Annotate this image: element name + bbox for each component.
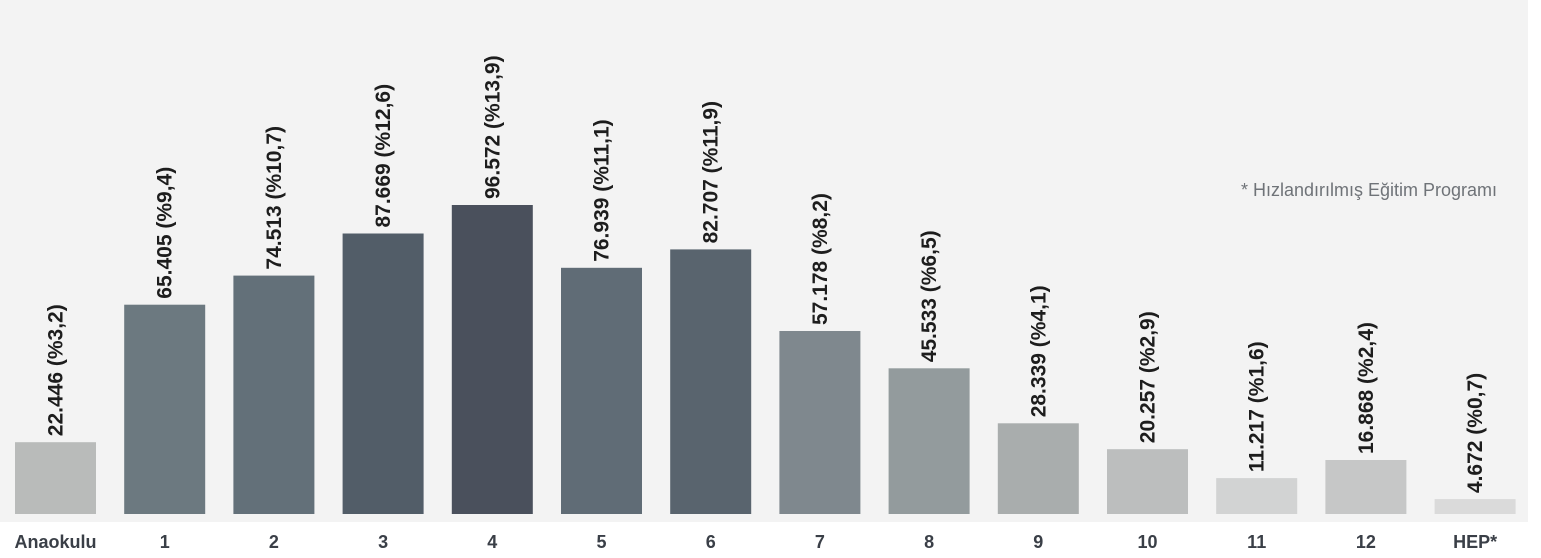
category-labels-group: Anaokulu 1 2 3 4 5 6 7 8 9 10 11 12 HEP*	[14, 532, 1497, 552]
bar-6	[561, 267, 642, 514]
category-label-2: 1	[160, 532, 170, 552]
category-label-7: 6	[706, 532, 716, 552]
category-label-3: 2	[269, 532, 279, 552]
bar-13	[1325, 460, 1407, 514]
data-label-11: 20.257 (%2,9)	[1137, 311, 1160, 443]
bar-9	[888, 368, 970, 514]
category-label-10: 9	[1033, 532, 1043, 552]
category-label-13: 12	[1356, 532, 1376, 552]
bar-4	[342, 233, 424, 514]
bar-11	[1107, 449, 1188, 514]
data-label-5: 96.572 (%13,9)	[481, 55, 504, 199]
footnote-annotation: * Hızlandırılmış Eğitim Programı	[1241, 180, 1497, 200]
category-label-1: Anaokulu	[14, 532, 96, 552]
data-label-9: 45.533 (%6,5)	[918, 230, 941, 362]
bar-7	[670, 249, 752, 514]
data-label-7: 82.707 (%11,9)	[700, 101, 723, 243]
bars-group	[15, 205, 1516, 514]
bar-12	[1216, 478, 1298, 514]
bar-10	[997, 423, 1079, 514]
bar-3	[233, 275, 315, 514]
bar-1	[15, 442, 96, 514]
category-label-4: 3	[378, 532, 388, 552]
data-label-2: 65.405 (%9,4)	[154, 167, 177, 299]
data-label-13: 16.868 (%2,4)	[1355, 322, 1378, 454]
data-label-1: 22.446 (%3,2)	[45, 304, 68, 436]
bar-5	[451, 205, 533, 514]
bar-8	[779, 331, 861, 514]
category-label-6: 5	[596, 532, 606, 552]
data-label-6: 76.939 (%11,1)	[591, 119, 614, 261]
data-label-12: 11.217 (%1,6)	[1246, 341, 1269, 472]
category-label-9: 8	[924, 532, 934, 552]
category-label-8: 7	[815, 532, 825, 552]
bar-2	[124, 304, 206, 514]
data-label-10: 28.339 (%4,1)	[1027, 285, 1050, 417]
data-label-4: 87.669 (%12,6)	[372, 84, 395, 228]
category-label-5: 4	[487, 532, 497, 552]
plot-background	[0, 0, 1528, 522]
category-label-14: HEP*	[1453, 532, 1497, 552]
data-label-3: 74.513 (%10,7)	[263, 126, 286, 270]
data-label-14: 4.672 (%0,7)	[1464, 373, 1487, 493]
category-label-11: 10	[1137, 532, 1157, 552]
category-label-12: 11	[1247, 532, 1266, 552]
data-labels-group: 22.446 (%3,2) 65.405 (%9,4) 74.513 (%10,7)…	[45, 55, 1488, 493]
bar-14	[1434, 499, 1516, 514]
data-label-8: 57.178 (%8,2)	[809, 193, 832, 325]
